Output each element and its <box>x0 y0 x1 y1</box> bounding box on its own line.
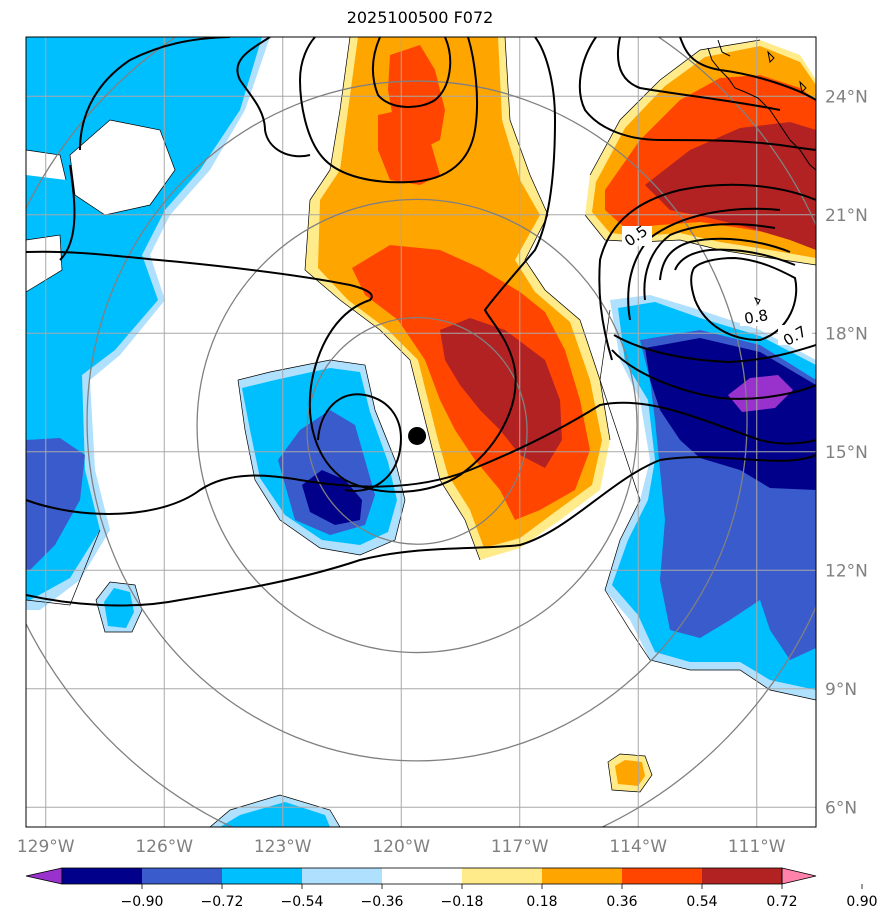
colorbar-segment <box>542 868 622 884</box>
longitude-labels: 129°W 126°W 123°W 120°W 117°W 114°W 111°W <box>17 837 786 857</box>
latitude-label: 21°N <box>825 206 868 226</box>
colorbar-tick-label: −0.54 <box>281 894 324 910</box>
colorbar-segment <box>622 868 702 884</box>
latitude-label: 12°N <box>825 561 868 581</box>
colorbar-segment <box>62 868 142 884</box>
colorbar-segment <box>222 868 302 884</box>
longitude-label: 123°W <box>254 837 312 857</box>
coastline <box>707 39 816 306</box>
colorbar-tick-label: −0.36 <box>361 894 404 910</box>
extreme-negative-fill <box>728 375 793 412</box>
distance-ring <box>86 80 748 762</box>
colorbar-tick-label: 0.72 <box>766 894 797 910</box>
colorbar-tick-label: −0.90 <box>121 894 164 910</box>
colorbar-segment <box>702 868 782 884</box>
colorbar-tick-label: 0.36 <box>606 894 637 910</box>
colorbar-tick-label: 0.90 <box>846 894 877 910</box>
colorbar-tick-label: 0.54 <box>686 894 717 910</box>
latitude-label: 9°N <box>825 680 857 700</box>
field-outlines <box>26 37 816 827</box>
colorbar-tick-label: −0.18 <box>441 894 484 910</box>
map-title: 2025100500 F072 <box>346 8 494 27</box>
longitude-label: 114°W <box>609 837 667 857</box>
longitude-label: 111°W <box>728 837 786 857</box>
colorbar-extend-high <box>781 867 817 885</box>
colorbar-segment <box>142 868 222 884</box>
colorbar-segment <box>462 868 542 884</box>
storm-center-marker <box>408 426 427 445</box>
longitude-label: 120°W <box>372 837 430 857</box>
colorbar-extend-low <box>25 867 63 885</box>
graticule <box>26 37 816 827</box>
latitude-labels: 24°N 21°N 18°N 15°N 12°N 9°N 6°N <box>825 87 868 818</box>
longitude-label: 129°W <box>17 837 75 857</box>
latitude-label: 24°N <box>825 87 868 107</box>
map-frame <box>25 36 817 828</box>
very-strong-positive-fill <box>440 122 816 468</box>
distance-rings <box>26 37 816 827</box>
longitude-label: 117°W <box>491 837 549 857</box>
contour-label: 0.8 <box>743 306 770 328</box>
latitude-label: 6°N <box>825 798 857 818</box>
colorbar: −0.90 −0.72 −0.54 −0.36 −0.18 0.18 0.36 0.54 0.7… <box>25 867 878 910</box>
colorbar-segment <box>382 868 462 884</box>
longitude-label: 126°W <box>135 837 193 857</box>
colorbar-tick-label: −0.72 <box>201 894 244 910</box>
latitude-label: 18°N <box>825 324 868 344</box>
distance-ring <box>196 198 638 654</box>
distance-ring <box>306 317 528 545</box>
colorbar-tick-label: 0.18 <box>526 894 557 910</box>
colorbar-segment <box>302 868 382 884</box>
latitude-label: 15°N <box>825 443 868 463</box>
colorbar-frame <box>61 867 783 885</box>
black-contours <box>26 37 816 607</box>
map-area: 0.5 0.8 0.7 <box>26 37 816 827</box>
